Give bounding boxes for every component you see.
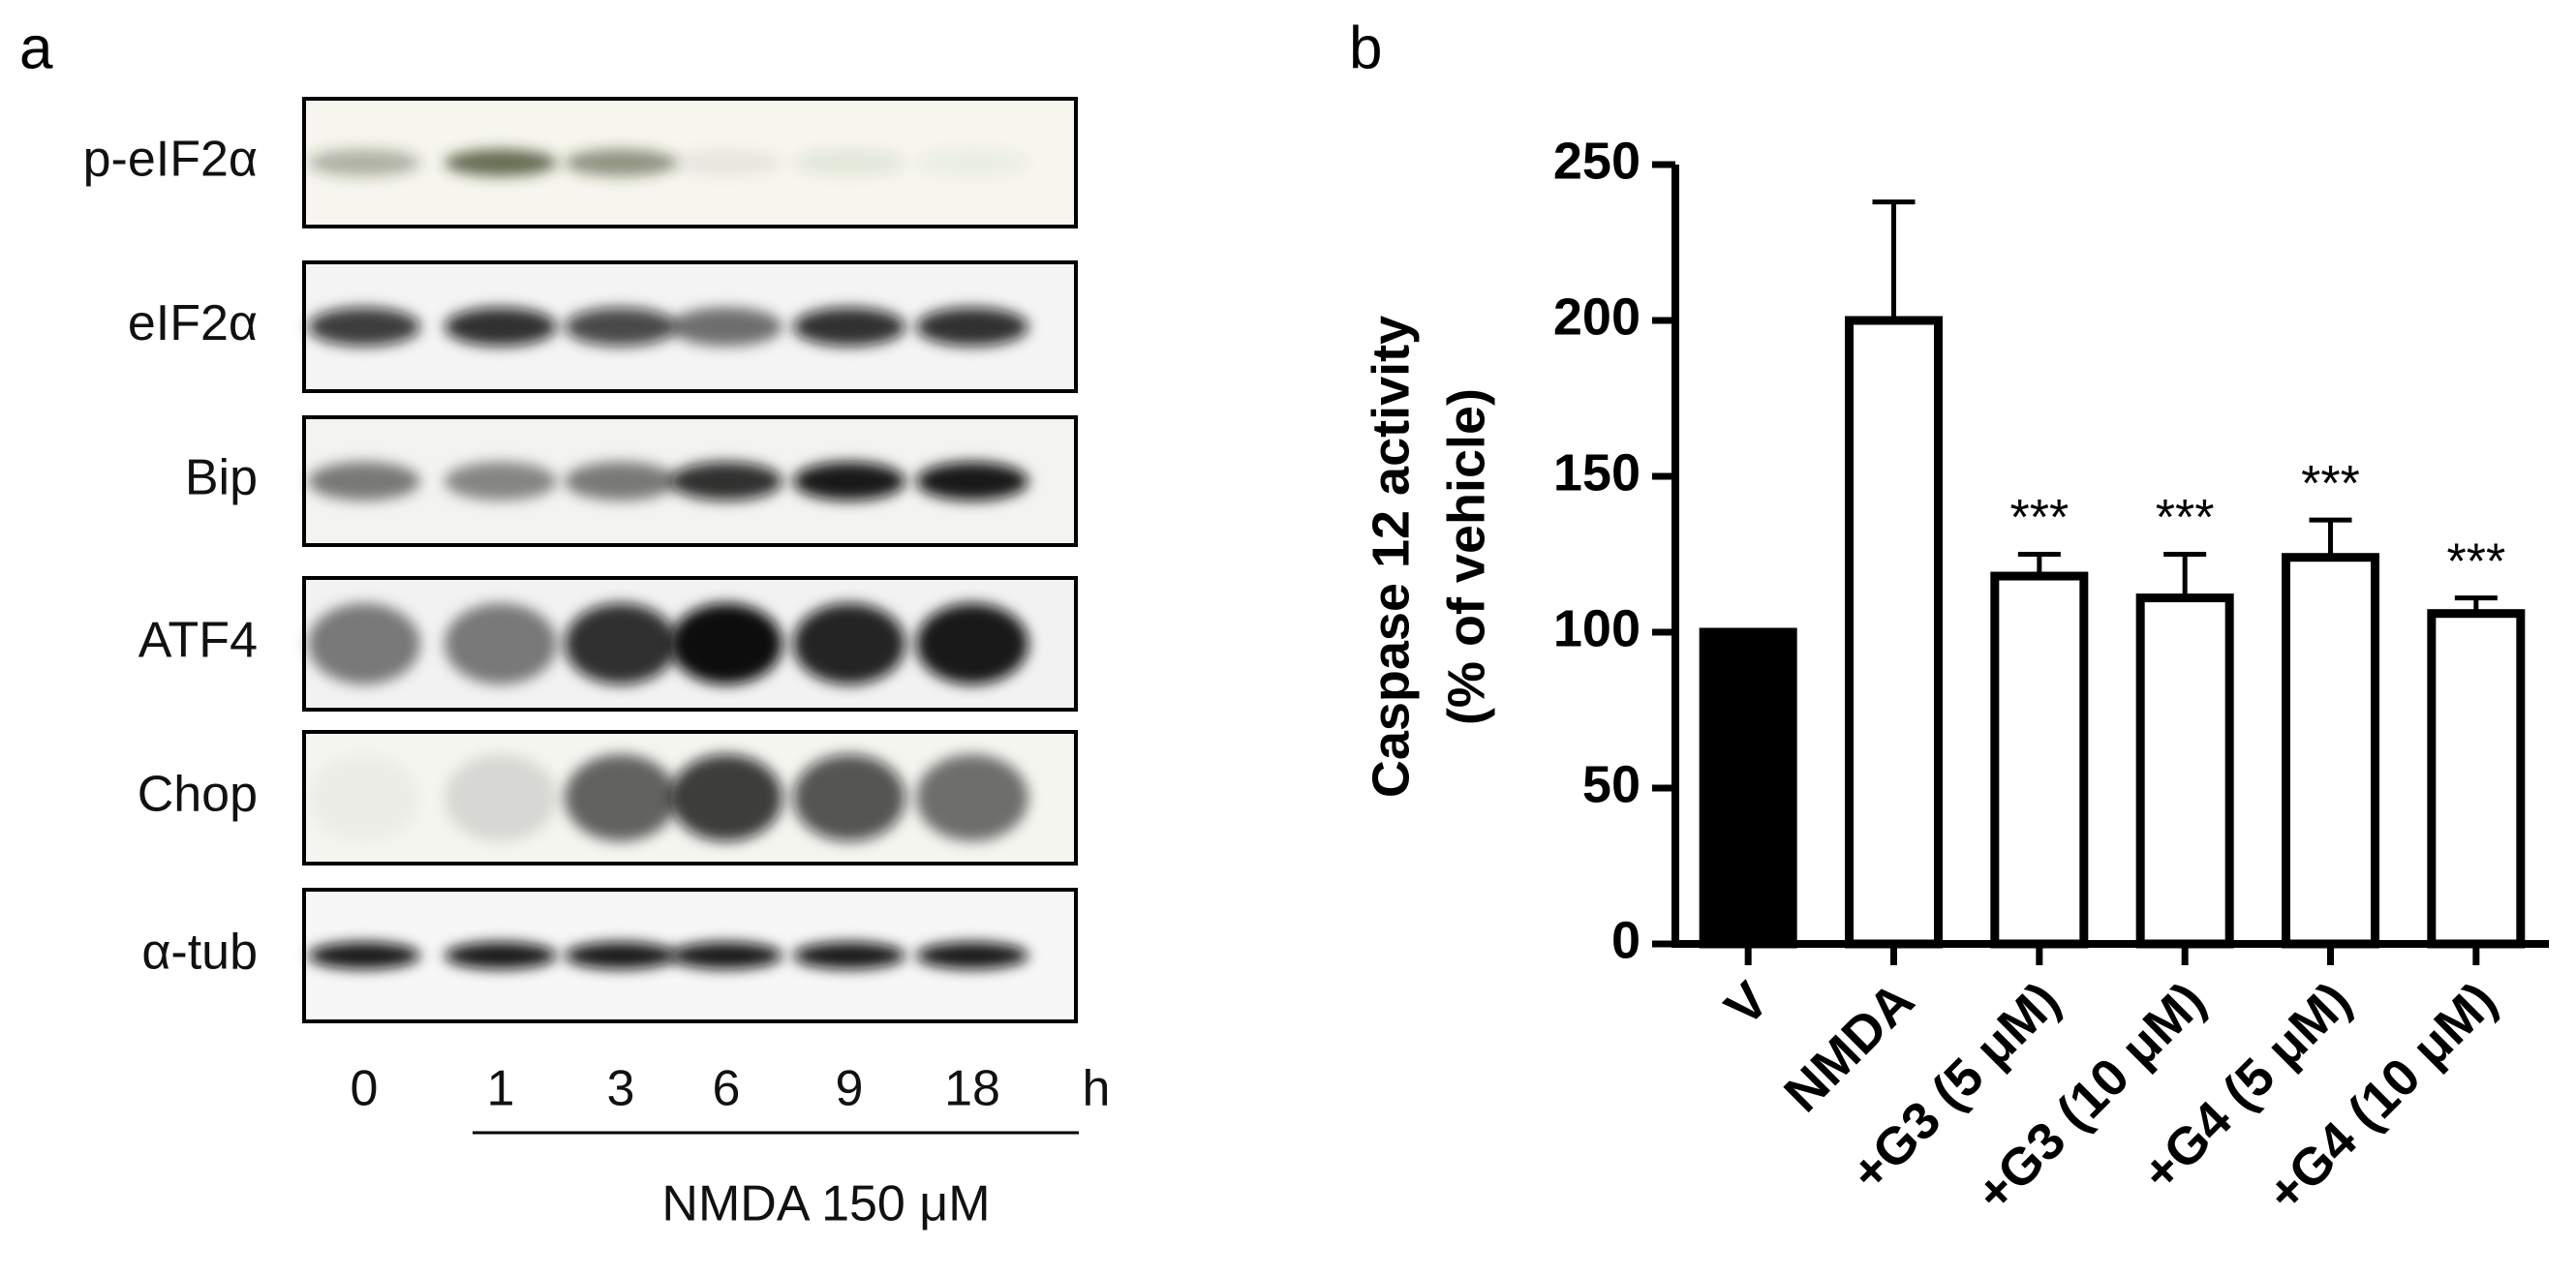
band <box>916 942 1028 969</box>
band <box>793 462 905 501</box>
band <box>916 754 1028 841</box>
row-label: Chop <box>138 767 258 823</box>
band <box>308 149 420 176</box>
band <box>445 942 557 969</box>
band <box>565 307 677 347</box>
y-tick-label: 200 <box>1553 288 1641 346</box>
significance-label: *** <box>2301 456 2360 512</box>
bar <box>1699 627 1797 949</box>
band <box>916 603 1028 684</box>
lane-label: 6 <box>713 1061 741 1117</box>
band <box>670 603 782 684</box>
significance-label: *** <box>2446 533 2505 590</box>
band <box>793 307 905 347</box>
bar <box>1845 316 1943 949</box>
band <box>670 307 782 347</box>
band <box>565 603 677 684</box>
treatment-label: NMDA 150 μM <box>661 1176 990 1232</box>
bar <box>1990 571 2089 949</box>
band <box>670 149 782 176</box>
band <box>445 462 557 501</box>
band <box>445 307 557 347</box>
panel-label: a <box>19 15 53 81</box>
lane-label: 3 <box>607 1061 635 1117</box>
bar <box>2135 593 2234 949</box>
band <box>308 462 420 501</box>
y-tick-label: 50 <box>1582 755 1641 813</box>
band <box>308 754 420 841</box>
lane-label: 18 <box>944 1061 1000 1117</box>
band <box>445 754 557 841</box>
row-label: p-eIF2α <box>83 132 258 188</box>
band <box>308 307 420 347</box>
band <box>793 754 905 841</box>
lane-label: 1 <box>487 1061 515 1117</box>
y-tick-label: 150 <box>1553 443 1641 501</box>
band <box>670 462 782 501</box>
y-tick-label: 250 <box>1553 132 1641 190</box>
row-label: ATF4 <box>138 613 258 669</box>
band <box>793 149 905 176</box>
y-tick-label: 0 <box>1611 911 1641 969</box>
band <box>308 942 420 969</box>
y-axis-label: (% of vehicle) <box>1437 388 1495 725</box>
bar <box>2282 553 2379 949</box>
band <box>793 603 905 684</box>
bar <box>2427 609 2526 949</box>
band-group <box>308 149 1028 176</box>
row-label: eIF2α <box>128 295 258 351</box>
band <box>670 754 782 841</box>
band <box>793 942 905 969</box>
lane-unit: h <box>1083 1061 1111 1117</box>
band-group <box>308 754 1028 841</box>
band <box>565 149 677 176</box>
band <box>565 754 677 841</box>
lane-label: 9 <box>836 1061 864 1117</box>
y-axis-label: Caspase 12 activity <box>1362 316 1420 798</box>
band <box>670 942 782 969</box>
band <box>916 462 1028 501</box>
band <box>565 942 677 969</box>
row-label: Bip <box>185 450 258 506</box>
band-group <box>308 462 1028 501</box>
band <box>445 149 557 176</box>
band <box>565 462 677 501</box>
lane-label: 0 <box>351 1061 379 1117</box>
significance-label: *** <box>2009 490 2069 546</box>
significance-label: *** <box>2156 490 2215 546</box>
y-tick-label: 100 <box>1553 599 1641 657</box>
western-blot: p-eIF2α eIF2α Bip ATF4 Chop α-tub 0 1 3 6 9 18 <box>83 97 1078 1117</box>
band <box>916 307 1028 347</box>
band-group <box>308 942 1028 969</box>
panel-label: b <box>1349 15 1382 81</box>
band <box>445 603 557 684</box>
row-label: α-tub <box>141 925 258 981</box>
band-group <box>308 603 1028 684</box>
band <box>308 603 420 684</box>
band <box>916 149 1028 176</box>
band-group <box>308 307 1028 347</box>
